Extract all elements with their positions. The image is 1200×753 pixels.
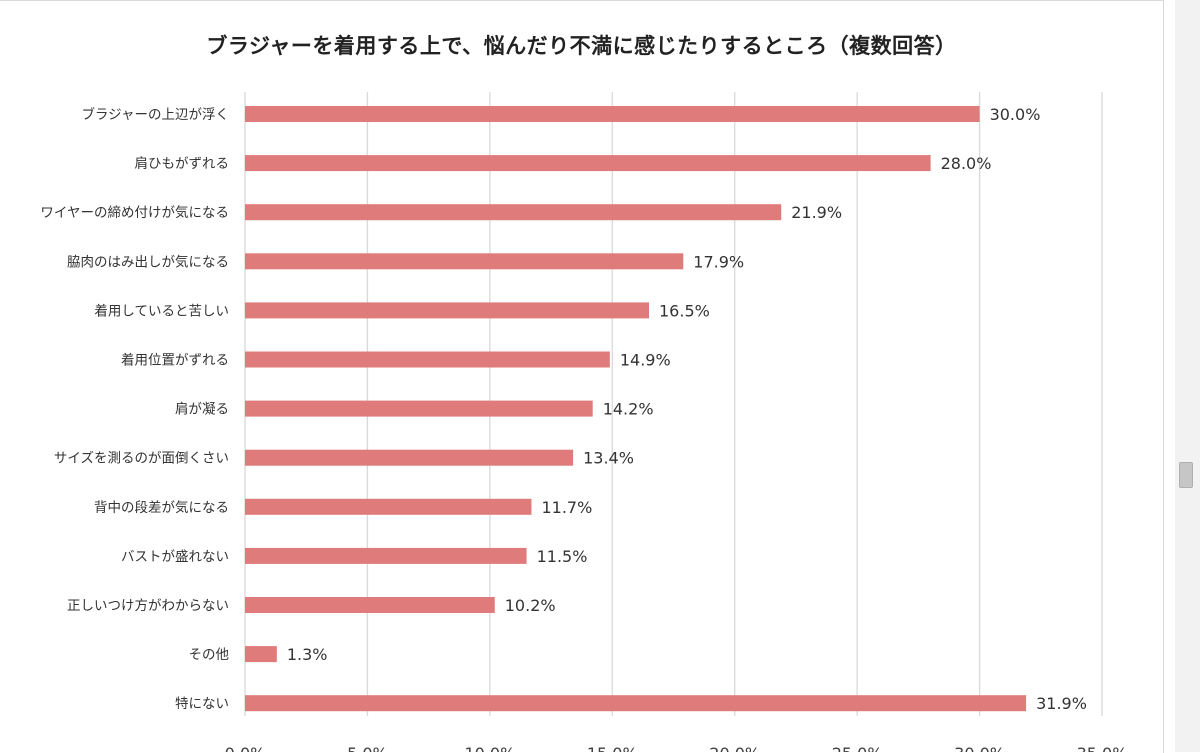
category-label: 脇肉のはみ出しが気になる	[67, 254, 229, 270]
bar	[245, 155, 931, 172]
data-label: 11.5%	[537, 547, 588, 566]
data-label: 14.2%	[603, 400, 654, 419]
category-label: 肩ひもがずれる	[135, 156, 230, 172]
data-label: 28.0%	[941, 154, 992, 173]
scrollbar-track[interactable]	[1175, 0, 1200, 752]
x-tick-label: 25.0%	[832, 744, 883, 752]
category-label: バストが盛れない	[121, 549, 229, 565]
chart-title: ブラジャーを着用する上で、悩んだり不満に感じたりするところ（複数回答）	[206, 34, 957, 58]
bar	[245, 547, 527, 564]
category-label: サイズを測るのが面倒くさい	[54, 451, 229, 467]
x-tick-label: 5.0%	[347, 744, 388, 752]
x-tick-label: 35.0%	[1077, 744, 1128, 752]
category-label: ワイヤーの締め付けが気になる	[40, 204, 229, 221]
x-tick-label: 0.0%	[225, 744, 266, 752]
data-label: 13.4%	[583, 449, 634, 468]
data-label: 1.3%	[287, 645, 328, 664]
bar	[245, 646, 277, 663]
chart-frame	[0, 0, 1164, 753]
category-label: その他	[189, 647, 230, 663]
category-label: ブラジャーの上辺が浮く	[81, 106, 229, 123]
bar-chart: 0.0% 5.0% 10.0% 15.0% 20.0% 25.0% 30.0% 35.0% ブラ…	[40, 92, 1128, 752]
bar	[245, 351, 610, 368]
bar	[245, 253, 684, 270]
data-label: 16.5%	[659, 301, 710, 320]
bar	[245, 400, 593, 417]
bar	[245, 597, 495, 613]
category-label: 着用位置がずれる	[121, 352, 229, 369]
data-label: 30.0%	[990, 105, 1041, 124]
data-label: 14.9%	[620, 351, 671, 370]
category-label: 肩が凝る	[175, 402, 229, 418]
data-label: 31.9%	[1036, 694, 1087, 713]
x-tick-label: 20.0%	[709, 744, 760, 752]
bar	[245, 302, 650, 319]
bar	[245, 449, 574, 466]
bar	[245, 498, 532, 515]
x-tick-label: 15.0%	[587, 744, 638, 752]
data-label: 17.9%	[693, 252, 744, 271]
data-label: 10.2%	[505, 596, 556, 615]
data-label: 11.7%	[541, 498, 592, 517]
scrollbar-thumb[interactable]	[1179, 462, 1193, 488]
category-label: 特にない	[175, 696, 229, 712]
bar	[245, 204, 782, 221]
category-label: 背中の段差が気になる	[94, 500, 229, 516]
category-label: 正しいつけ方がわからない	[67, 598, 229, 614]
bar	[245, 106, 980, 122]
bar	[245, 695, 1027, 712]
x-tick-label: 10.0%	[464, 744, 515, 752]
category-label: 着用していると苦しい	[94, 302, 229, 319]
x-tick-label: 30.0%	[954, 744, 1005, 752]
data-label: 21.9%	[791, 203, 842, 222]
